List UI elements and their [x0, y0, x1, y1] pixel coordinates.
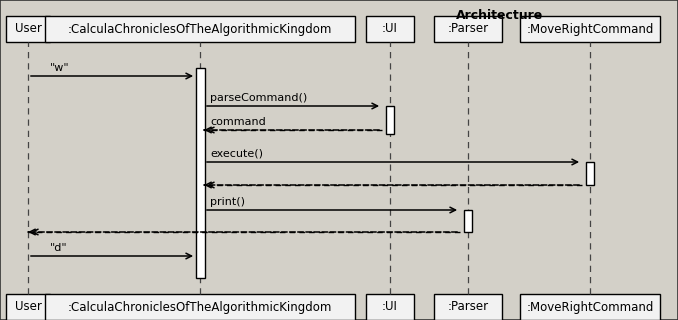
Text: "w": "w": [50, 63, 70, 73]
Text: print(): print(): [210, 197, 245, 207]
Bar: [586, 162, 594, 185]
Bar: [45, 294, 355, 320]
Text: parseCommand(): parseCommand(): [210, 93, 307, 103]
Bar: [366, 294, 414, 320]
Bar: [195, 68, 205, 278]
Text: :Parser: :Parser: [447, 300, 489, 314]
Bar: [6, 16, 50, 42]
Bar: [520, 16, 660, 42]
Text: User: User: [14, 300, 41, 314]
Text: :CalculaChroniclesOfTheAlgorithmicKingdom: :CalculaChroniclesOfTheAlgorithmicKingdo…: [68, 22, 332, 36]
Text: :UI: :UI: [382, 300, 398, 314]
Bar: [520, 294, 660, 320]
Text: :Parser: :Parser: [447, 22, 489, 36]
Text: Architecture: Architecture: [456, 9, 544, 22]
Text: User: User: [14, 22, 41, 36]
Bar: [6, 294, 50, 320]
Bar: [434, 294, 502, 320]
Text: :MoveRightCommand: :MoveRightCommand: [526, 300, 654, 314]
Bar: [434, 16, 502, 42]
Text: :UI: :UI: [382, 22, 398, 36]
Text: "d": "d": [50, 243, 68, 253]
Text: command: command: [210, 117, 266, 127]
Bar: [464, 210, 472, 232]
Bar: [45, 16, 355, 42]
Text: :CalculaChroniclesOfTheAlgorithmicKingdom: :CalculaChroniclesOfTheAlgorithmicKingdo…: [68, 300, 332, 314]
Bar: [366, 16, 414, 42]
Bar: [386, 106, 394, 134]
Text: :MoveRightCommand: :MoveRightCommand: [526, 22, 654, 36]
Text: execute(): execute(): [210, 149, 263, 159]
